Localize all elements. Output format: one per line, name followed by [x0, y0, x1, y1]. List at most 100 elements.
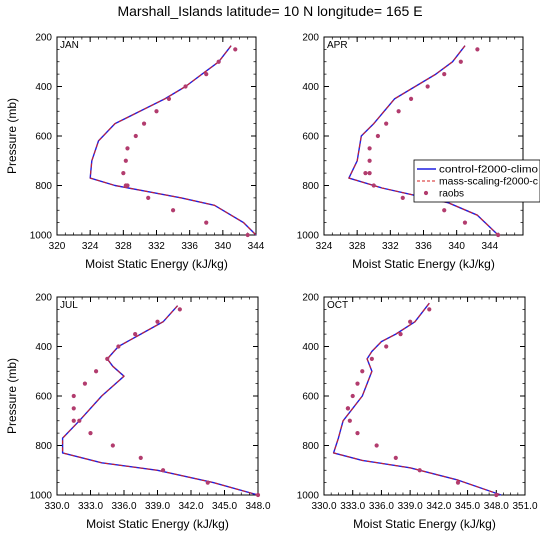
x-tick-label: 351.0: [512, 501, 537, 512]
panel-label: OCT: [327, 300, 348, 311]
y-tick-label: 1000: [297, 491, 320, 502]
raobs-point: [166, 96, 172, 101]
y-tick-label: 1000: [30, 491, 53, 502]
y-tick-label: 800: [302, 441, 319, 452]
raobs-point: [255, 492, 261, 498]
x-tick-label: 320: [49, 241, 66, 252]
y-tick-label: 1000: [30, 231, 53, 242]
raobs-point: [121, 171, 126, 176]
raobs-point: [93, 369, 99, 374]
x-tick-label: 339.0: [398, 501, 423, 512]
plot-frame: [323, 36, 524, 236]
y-tick-label: 1000: [297, 231, 320, 242]
y-tick-label: 400: [35, 82, 52, 93]
figure-title: Marshall_Islands latitude= 10 N longitud…: [117, 3, 422, 19]
raobs-point: [496, 232, 501, 238]
raobs-point: [205, 480, 210, 485]
x-tick-label: 342.0: [426, 501, 451, 512]
raobs-point: [360, 369, 365, 374]
y-tick-label: 600: [35, 392, 52, 403]
raobs-point: [458, 59, 463, 64]
panel-label: APR: [327, 40, 348, 51]
raobs-point: [177, 307, 182, 312]
panel-oct: OCT 330.0 333.0 336.0 339.0 342.0 345.0 348.0 35…: [297, 293, 538, 532]
raobs-point: [216, 59, 221, 64]
raobs-point: [494, 492, 499, 498]
raobs-point: [425, 84, 430, 89]
raobs-point: [462, 220, 468, 225]
raobs-point: [442, 208, 447, 213]
y-tick-label: 200: [302, 33, 319, 44]
x-tick-label: 336: [415, 241, 432, 252]
panel-apr: APR 324 328 332 336 340 344 200 400 600 800 1000 Moi…: [297, 33, 524, 271]
y-tick-label: 400: [302, 82, 319, 93]
y-tick-label: 200: [302, 293, 319, 304]
x-tick-label: 336.0: [111, 501, 136, 512]
raobs-point: [133, 332, 138, 337]
legend-label: raobs: [439, 189, 464, 200]
x-tick-label: 348.0: [245, 501, 270, 512]
raobs-point: [384, 121, 389, 126]
raobs-point: [408, 96, 414, 101]
raobs-point: [71, 406, 76, 411]
raobs-point: [170, 208, 176, 213]
x-tick-label: 345.0: [455, 501, 480, 512]
y-axis-title: Pressure (mb): [5, 98, 19, 174]
x-tick-label: 333.0: [78, 501, 103, 512]
x-tick-label: 336: [181, 241, 198, 252]
raobs-point: [367, 146, 372, 151]
raobs-point: [345, 406, 351, 411]
raobs-point: [384, 344, 389, 349]
raobs-point: [369, 356, 374, 361]
x-tick-label: 339.0: [145, 501, 170, 512]
x-tick-label: 340: [448, 241, 465, 252]
legend: control-f2000-climomass-scaling-f2000-cr…: [413, 159, 540, 203]
raobs-point: [88, 431, 93, 436]
y-tick-label: 200: [35, 33, 52, 44]
raobs-point: [116, 344, 121, 349]
control-series-line: [332, 302, 502, 496]
x-axis-title: Moist Static Energy (kJ/kg): [86, 517, 229, 531]
raobs-point: [71, 393, 76, 399]
raobs-point: [155, 319, 160, 324]
raobs-point: [396, 109, 401, 114]
x-tick-label: 333.0: [340, 501, 365, 512]
raobs-point: [183, 84, 188, 89]
legend-swatch-raobs: [423, 190, 429, 196]
x-axis-title: Moist Static Energy (kJ/kg): [85, 257, 228, 271]
raobs-point: [363, 171, 368, 176]
x-tick-label: 324: [82, 241, 99, 252]
raobs-point: [427, 307, 432, 312]
raobs-point: [82, 381, 88, 386]
y-tick-label: 400: [302, 342, 319, 353]
mass-scaling-series-line: [89, 45, 257, 236]
panels: JAN 320 324 328 332 336 340 344 200 400 600 800 1000…: [5, 33, 538, 532]
raobs-point: [138, 455, 143, 460]
panel-label: JUL: [60, 300, 78, 311]
raobs-point: [374, 443, 379, 448]
raobs-point: [133, 133, 138, 139]
raobs-point: [233, 47, 238, 52]
control-series-line: [61, 305, 259, 496]
raobs-point: [398, 332, 403, 337]
control-series-line: [348, 45, 499, 236]
mass-scaling-series-line: [62, 305, 259, 496]
raobs-point: [125, 183, 130, 188]
raobs-point: [393, 455, 398, 460]
raobs-point: [77, 418, 82, 423]
raobs-point: [105, 356, 110, 361]
y-tick-label: 800: [35, 181, 52, 192]
x-tick-label: 340: [214, 241, 231, 252]
raobs-point: [110, 443, 115, 448]
y-tick-label: 200: [35, 293, 52, 304]
y-tick-label: 600: [302, 132, 319, 143]
raobs-point: [160, 468, 166, 473]
x-tick-label: 348.0: [484, 501, 509, 512]
x-axis-title: Moist Static Energy (kJ/kg): [353, 517, 496, 531]
x-tick-label: 332: [382, 241, 399, 252]
raobs-point: [204, 72, 209, 77]
panel-jan: JAN 320 324 328 332 336 340 344 200 400 600 800 1000…: [5, 33, 265, 272]
panel-jul: JUL 330.0 333.0 336.0 339.0 342.0 345.0 348.0 20…: [5, 293, 271, 532]
x-tick-label: 324: [316, 241, 333, 252]
